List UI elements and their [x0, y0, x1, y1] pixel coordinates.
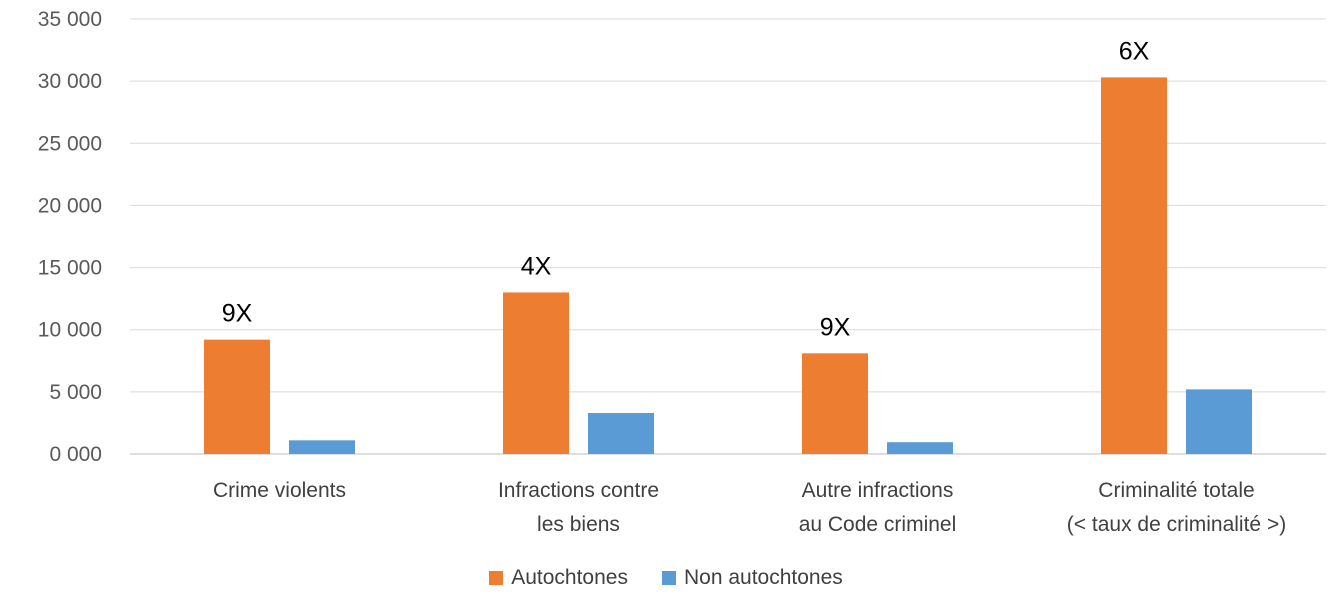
category-label: Criminalité totale — [1098, 479, 1254, 502]
legend-label-non-autochtones: Non autochtones — [683, 566, 843, 589]
bar-non-autochtones — [588, 412, 654, 454]
annotations: 9X 4X 9X 6X — [222, 37, 1150, 341]
y-axis-ticks: 0 000 5 000 10 000 15 000 20 000 25 000 30 000… — [38, 8, 102, 466]
legend-item-non-autochtones: Non autochtones — [661, 566, 843, 590]
bar-non-autochtones — [289, 440, 355, 454]
y-tick-label: 25 000 — [38, 132, 102, 155]
ratio-annotation: 9X — [222, 300, 253, 328]
category-label: Crime violents — [213, 479, 346, 502]
y-tick-label: 15 000 — [38, 257, 102, 280]
y-tick-label: 0 000 — [49, 443, 102, 466]
ratio-annotation: 9X — [820, 313, 851, 341]
y-tick-label: 10 000 — [38, 319, 102, 342]
bar-autochtones — [503, 292, 569, 454]
bar-autochtones — [204, 339, 270, 454]
ratio-annotation: 6X — [1119, 37, 1150, 65]
y-tick-label: 35 000 — [38, 8, 102, 31]
y-tick-label: 30 000 — [38, 70, 102, 93]
bar-non-autochtones — [1186, 389, 1252, 454]
bar-non-autochtones — [887, 442, 953, 454]
category-label: (< taux de criminalité >) — [1067, 513, 1286, 536]
bar-autochtones — [1101, 77, 1167, 455]
gridlines — [130, 18, 1326, 455]
legend: Autochtones Non autochtones — [0, 566, 1332, 590]
legend-swatch-autochtones — [489, 571, 504, 585]
ratio-annotation: 4X — [521, 252, 552, 280]
category-label: Autre infractions — [802, 479, 954, 502]
legend-swatch-non-autochtones — [661, 571, 676, 585]
legend-item-autochtones: Autochtones — [489, 566, 628, 590]
legend-label-autochtones: Autochtones — [511, 566, 628, 589]
category-label: Infractions contre — [498, 479, 659, 502]
bars — [204, 77, 1252, 455]
y-tick-label: 5 000 — [49, 381, 102, 404]
x-axis-labels: Crime violents Infractions contre les bien… — [213, 479, 1286, 536]
category-label: les biens — [537, 513, 620, 536]
bar-autochtones — [802, 353, 868, 454]
category-label: au Code criminel — [799, 513, 957, 536]
y-tick-label: 20 000 — [38, 194, 102, 217]
